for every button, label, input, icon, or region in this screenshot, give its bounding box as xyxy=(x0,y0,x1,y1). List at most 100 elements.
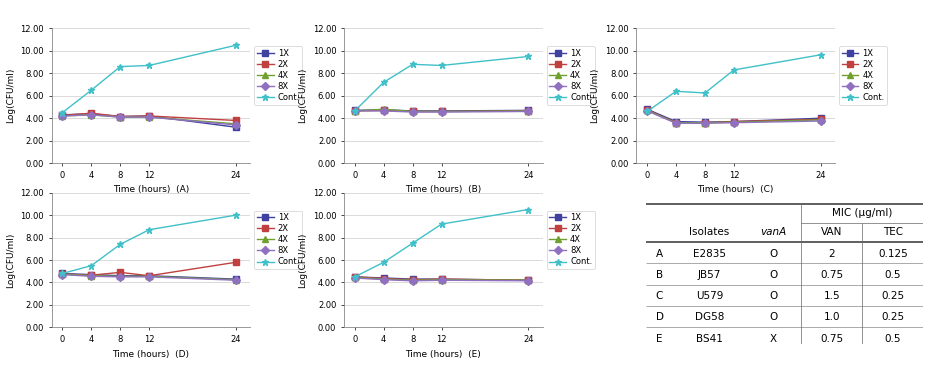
Line: 8X: 8X xyxy=(60,112,238,128)
8X xyxy=(57,114,68,118)
Text: O: O xyxy=(769,270,778,280)
Text: E2835: E2835 xyxy=(693,249,726,259)
1X xyxy=(436,108,447,113)
Text: D: D xyxy=(656,312,663,322)
8X xyxy=(231,278,242,283)
Text: 1.0: 1.0 xyxy=(824,312,840,322)
1X xyxy=(407,277,418,282)
1X xyxy=(671,119,682,124)
X-axis label: Time (hours)  (E): Time (hours) (E) xyxy=(405,350,481,359)
1X xyxy=(231,125,242,129)
4X xyxy=(642,108,653,113)
1X xyxy=(642,107,653,112)
4X xyxy=(57,272,68,276)
Legend: 1X, 2X, 4X, 8X, Cont.: 1X, 2X, 4X, 8X, Cont. xyxy=(254,46,302,105)
1X xyxy=(436,277,447,282)
Line: 4X: 4X xyxy=(644,108,824,125)
Cont. xyxy=(436,222,447,227)
8X xyxy=(144,275,155,279)
4X xyxy=(378,277,389,282)
Line: 8X: 8X xyxy=(352,275,531,283)
2X xyxy=(231,260,242,265)
Line: 8X: 8X xyxy=(644,108,824,126)
1X xyxy=(144,274,155,278)
4X xyxy=(144,115,155,120)
Legend: 1X, 2X, 4X, 8X, Cont.: 1X, 2X, 4X, 8X, Cont. xyxy=(547,46,595,105)
8X xyxy=(144,115,155,120)
Cont. xyxy=(231,213,242,217)
4X xyxy=(671,120,682,125)
Text: BS41: BS41 xyxy=(696,333,723,343)
Y-axis label: Log(CFU/ml): Log(CFU/ml) xyxy=(298,232,307,288)
4X xyxy=(815,118,826,122)
4X xyxy=(407,109,418,114)
2X xyxy=(436,109,447,114)
1X xyxy=(85,112,97,116)
4X xyxy=(728,120,739,125)
8X xyxy=(815,119,826,123)
Text: E: E xyxy=(657,333,663,343)
8X xyxy=(671,121,682,126)
Text: 1.5: 1.5 xyxy=(824,291,840,301)
2X xyxy=(85,273,97,277)
Text: JB57: JB57 xyxy=(698,270,721,280)
X-axis label: Time (hours)  (D): Time (hours) (D) xyxy=(113,350,189,359)
2X xyxy=(407,277,418,282)
4X xyxy=(407,278,418,283)
8X xyxy=(407,278,418,283)
X-axis label: Time (hours)  (C): Time (hours) (C) xyxy=(698,185,774,194)
8X xyxy=(85,274,97,278)
4X xyxy=(144,274,155,278)
Text: 0.75: 0.75 xyxy=(820,333,843,343)
1X xyxy=(114,114,126,119)
1X xyxy=(57,271,68,276)
4X xyxy=(700,120,711,125)
2X xyxy=(407,109,418,114)
Text: vanA: vanA xyxy=(761,228,787,238)
Cont. xyxy=(728,68,739,72)
1X xyxy=(144,114,155,118)
2X xyxy=(378,276,389,281)
Cont. xyxy=(642,109,653,114)
Text: X: X xyxy=(770,333,777,343)
2X xyxy=(522,278,534,283)
2X xyxy=(144,114,155,118)
Text: O: O xyxy=(769,249,778,259)
Line: 2X: 2X xyxy=(644,107,824,125)
Cont. xyxy=(114,64,126,69)
Line: 1X: 1X xyxy=(352,107,531,114)
Cont. xyxy=(85,263,97,268)
1X xyxy=(378,107,389,112)
Y-axis label: Log(CFU/ml): Log(CFU/ml) xyxy=(6,232,15,288)
Cont. xyxy=(378,260,389,265)
Line: 8X: 8X xyxy=(352,108,531,115)
Line: 4X: 4X xyxy=(352,107,531,114)
Line: 2X: 2X xyxy=(60,110,238,123)
Cont. xyxy=(671,89,682,94)
8X xyxy=(85,113,97,117)
Text: 2: 2 xyxy=(828,249,835,259)
Text: Isolates: Isolates xyxy=(689,228,730,238)
Text: O: O xyxy=(769,291,778,301)
8X xyxy=(57,272,68,277)
Text: 0.25: 0.25 xyxy=(882,291,904,301)
Text: 0.75: 0.75 xyxy=(820,270,843,280)
Text: A: A xyxy=(656,249,663,259)
Cont. xyxy=(349,108,360,113)
2X xyxy=(642,107,653,112)
4X xyxy=(378,107,389,112)
Cont. xyxy=(144,63,155,68)
Cont. xyxy=(700,91,711,95)
4X xyxy=(522,108,534,113)
2X xyxy=(57,272,68,276)
2X xyxy=(349,275,360,279)
Line: 8X: 8X xyxy=(60,272,238,283)
Line: Cont.: Cont. xyxy=(643,51,825,115)
Cont. xyxy=(349,275,360,279)
Line: 1X: 1X xyxy=(60,271,238,282)
Text: B: B xyxy=(656,270,663,280)
4X xyxy=(436,277,447,282)
Cont. xyxy=(522,207,534,212)
Cont. xyxy=(114,242,126,247)
8X xyxy=(114,115,126,120)
